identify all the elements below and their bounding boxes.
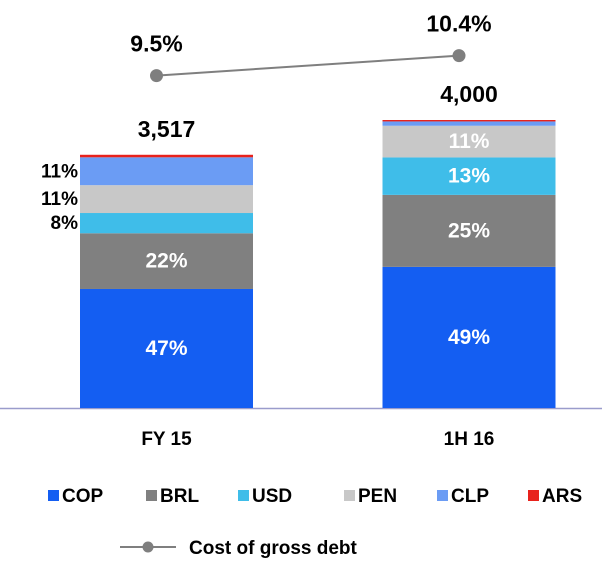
legend-label: ARS — [542, 486, 582, 507]
bar-segment — [80, 185, 253, 214]
line-point — [452, 49, 466, 63]
bar-segment — [80, 233, 253, 289]
bar-segment — [382, 266, 556, 408]
legend-swatch — [146, 490, 157, 501]
bar-segment — [80, 154, 253, 158]
legend-swatch — [48, 490, 59, 501]
legend-label: PEN — [358, 486, 397, 507]
legend-swatch — [528, 490, 539, 501]
segment-label: 49% — [448, 326, 490, 349]
bar-segment — [382, 157, 556, 195]
legend-swatch — [238, 490, 249, 501]
segment-label: 47% — [145, 337, 187, 360]
x-tick-label: FY 15 — [141, 429, 192, 450]
bar-segment — [382, 121, 556, 126]
legend-swatch — [344, 490, 355, 501]
segment-label: 11% — [449, 130, 490, 153]
line-point — [150, 69, 163, 83]
segment-label: 8% — [51, 213, 79, 234]
legend-label: CLP — [451, 486, 489, 507]
bar-segment — [382, 194, 556, 267]
legend-dot — [142, 541, 154, 553]
line-label: 10.4% — [426, 11, 491, 37]
line-label: 9.5% — [130, 31, 182, 57]
segment-label: 11% — [41, 189, 78, 210]
total-label: 4,000 — [440, 81, 498, 107]
line — [156, 54, 460, 77]
legend-label: Cost of gross debt — [189, 538, 358, 559]
x-tick-label: 1H 16 — [444, 429, 495, 450]
bar-segment — [80, 157, 253, 186]
total-label: 3,517 — [138, 116, 196, 142]
legend-label: BRL — [160, 486, 199, 507]
segment-label: 22% — [145, 250, 187, 273]
segment-label: 25% — [448, 219, 490, 242]
legend-swatch — [437, 490, 448, 501]
legend-label: COP — [62, 486, 104, 507]
bar-segment — [80, 213, 253, 234]
legend-label: USD — [252, 486, 292, 507]
bar-segment — [382, 120, 556, 122]
segment-label: 11% — [41, 161, 78, 182]
bar-segment — [382, 125, 556, 158]
bar-segment — [80, 288, 253, 408]
segment-label: 13% — [448, 165, 490, 188]
